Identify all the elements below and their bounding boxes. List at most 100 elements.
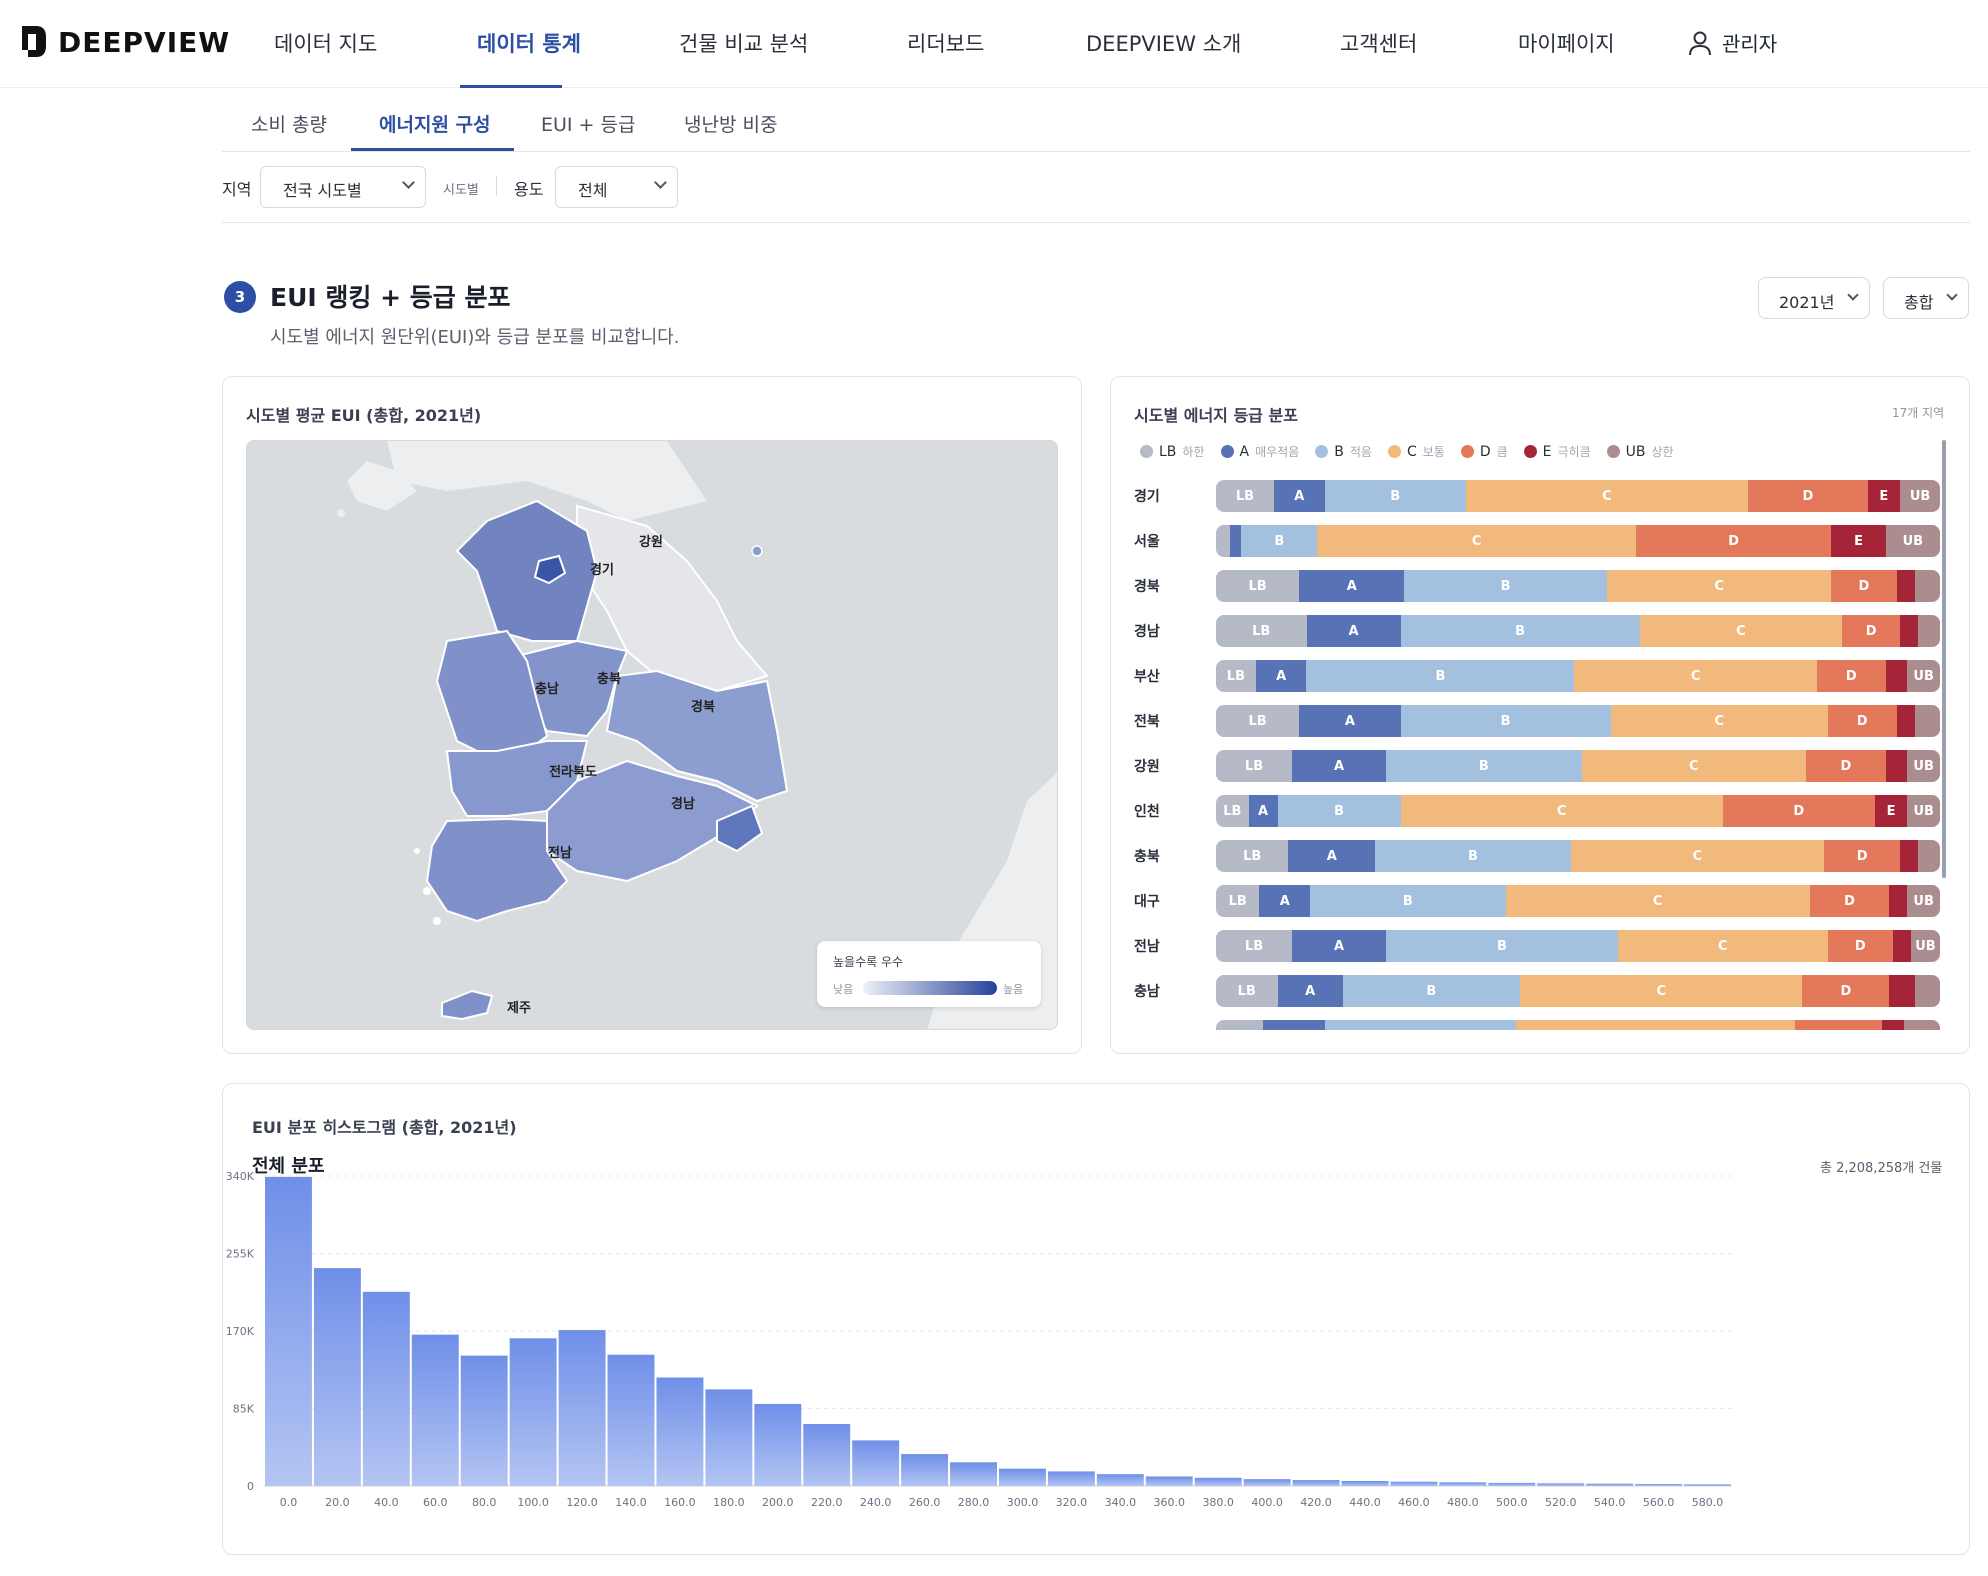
grade-segment-a[interactable]: A [1292,750,1387,782]
choropleth-map[interactable]: 강원 경기 충북 충남 경북 전라북도 경남 전남 제주 높을수록 우수 낮음 … [246,440,1058,1030]
grade-segment-a[interactable]: A [1306,615,1401,647]
nav-building-compare[interactable]: 건물 비교 분석 [679,32,809,56]
grade-segment-lb[interactable]: LB [1216,705,1300,737]
grade-row[interactable]: 충북 LB A B C D [1130,838,1940,872]
histogram-bar[interactable] [1096,1474,1144,1486]
grade-segment-c[interactable]: C [1520,975,1803,1007]
grade-segment-e[interactable] [1889,975,1915,1007]
grade-segment-b[interactable]: B [1400,705,1611,737]
grade-segment-a[interactable] [1230,525,1242,557]
grade-segment-lb[interactable]: LB [1216,615,1307,647]
grade-segment-a[interactable]: A [1259,885,1311,917]
grade-segment-c[interactable]: C [1610,705,1828,737]
tab-hvac-share[interactable]: 냉난방 비중 [684,114,778,136]
histogram-bar[interactable] [265,1176,312,1486]
grade-row[interactable]: 전북 LB A B C D [1130,703,1940,737]
histogram-bar[interactable] [1586,1483,1634,1486]
histogram-bar[interactable] [1439,1482,1487,1486]
grade-segment-lb[interactable]: LB [1216,750,1293,782]
grade-segment-d[interactable]: D [1806,750,1886,782]
grade-segment-e[interactable] [1885,750,1908,782]
histogram-bar[interactable] [1390,1481,1438,1486]
grade-segment-ub[interactable]: UB [1907,660,1940,692]
grade-segment-b[interactable]: B [1386,930,1618,962]
grade-segment-b[interactable]: B [1310,885,1506,917]
grade-segment-c[interactable]: C [1505,885,1810,917]
grade-segment-e[interactable]: E [1874,795,1908,827]
grade-segment-ub[interactable]: UB [1911,930,1940,962]
grade-segment-b[interactable]: B [1324,1020,1517,1030]
grade-segment-d[interactable]: D [1809,885,1890,917]
grade-segment-lb[interactable] [1216,525,1231,557]
grade-segment-a[interactable]: A [1248,795,1278,827]
legend-item-ub[interactable]: UB 상한 [1606,443,1674,460]
grade-bar[interactable]: LB A B C D [1216,975,1940,1007]
grade-scrollbar[interactable] [1942,440,1946,878]
histogram-bar[interactable] [852,1440,900,1486]
grade-segment-ub[interactable]: UB [1907,750,1940,782]
grade-row[interactable]: 충남 LB A B C D [1130,973,1940,1007]
histogram-bar[interactable] [1047,1471,1095,1486]
grade-segment-ub[interactable] [1914,570,1940,602]
grade-segment-d[interactable]: D [1795,1020,1883,1030]
histogram-bar[interactable] [509,1338,557,1486]
grade-segment-e[interactable]: E [1867,480,1901,512]
use-select[interactable]: 전체 [555,166,678,208]
histogram-bar[interactable] [999,1468,1046,1486]
grade-bar[interactable]: LB A B C D E UB [1216,480,1940,512]
nav-support[interactable]: 고객센터 [1340,32,1418,56]
brand-logo[interactable]: DEEPVIEW [18,24,230,60]
histogram-bar[interactable] [460,1355,508,1486]
tab-energy-source[interactable]: 에너지원 구성 [379,114,491,136]
grade-segment-a[interactable]: A [1299,705,1401,737]
nav-mypage[interactable]: 마이페이지 [1518,32,1615,56]
histogram-bar[interactable] [901,1454,949,1486]
legend-item-e[interactable]: E 극히큼 [1523,443,1591,460]
histogram-bar[interactable] [1243,1479,1291,1486]
region-select[interactable]: 전국 시도별 [260,166,426,208]
grade-row[interactable]: 경북 LB A B C D [1130,568,1940,602]
histogram-bar[interactable] [1635,1484,1683,1486]
grade-segment-d[interactable]: D [1827,705,1897,737]
grade-segment-lb[interactable]: LB [1216,840,1289,872]
grade-segment-b[interactable]: B [1277,795,1401,827]
grade-segment-e[interactable] [1889,885,1908,917]
grade-segment-ub[interactable] [1914,705,1940,737]
grade-segment-lb[interactable]: LB [1216,795,1249,827]
year-select[interactable]: 2021년 [1758,277,1870,319]
grade-segment-c[interactable]: C [1639,615,1843,647]
grade-row[interactable]: 경남 LB A B C D [1130,613,1940,647]
histogram-bar[interactable] [656,1377,704,1487]
histogram-bar[interactable] [607,1354,655,1486]
grade-segment-ub[interactable]: UB [1903,1020,1940,1030]
grade-bar[interactable]: LB A B C D E UB [1216,795,1940,827]
histogram-bar[interactable] [705,1389,753,1486]
histogram-bar[interactable] [1292,1480,1340,1486]
grade-segment-a[interactable]: A [1299,570,1405,602]
grade-segment-a[interactable]: A [1277,975,1343,1007]
grade-segment-ub[interactable]: UB [1900,480,1940,512]
grade-segment-lb[interactable]: LB [1216,930,1293,962]
histogram-bar[interactable] [803,1424,851,1486]
grade-segment-lb[interactable]: LB [1216,885,1260,917]
grade-segment-ub[interactable] [1918,615,1940,647]
grade-segment-e[interactable] [1885,660,1908,692]
grade-segment-c[interactable]: C [1606,570,1832,602]
legend-item-lb[interactable]: LB 하한 [1140,443,1205,460]
grade-segment-a[interactable]: A [1255,660,1307,692]
grade-segment-b[interactable]: B [1400,615,1640,647]
histogram-bar[interactable] [1537,1483,1585,1486]
grade-segment-a[interactable]: A [1263,1020,1325,1030]
grade-segment-e[interactable] [1896,570,1915,602]
nav-data-map[interactable]: 데이터 지도 [274,32,378,56]
grade-segment-d[interactable]: D [1827,930,1893,962]
grade-segment-lb[interactable]: LB [1216,480,1274,512]
grade-row[interactable]: 서울 B C D E UB [1130,523,1940,557]
nav-about[interactable]: DEEPVIEW 소개 [1086,32,1242,56]
